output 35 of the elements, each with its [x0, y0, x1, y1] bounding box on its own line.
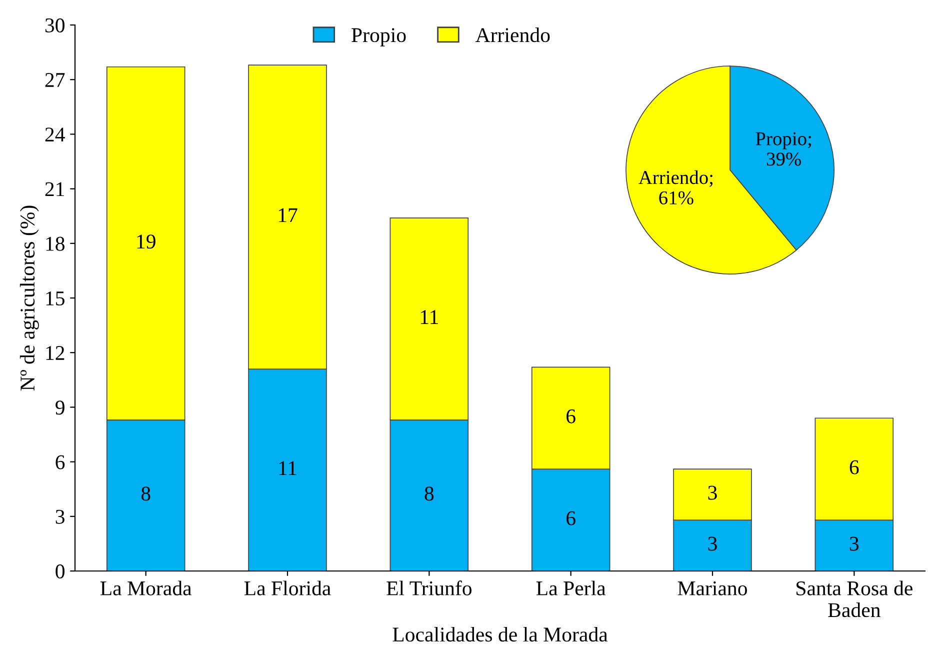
y-tick-label: 15: [46, 291, 64, 306]
y-tick-label: 18: [46, 236, 64, 251]
data-label: 19: [137, 234, 156, 249]
legend-label: Propio: [352, 28, 406, 46]
data-label: 17: [278, 208, 298, 222]
data-label: 11: [279, 461, 296, 475]
legend-label: Arriendo: [476, 27, 550, 42]
x-tick-label: La Florida: [244, 580, 331, 596]
data-label: 6: [850, 460, 859, 474]
y-tick-label: 0: [56, 564, 64, 578]
x-tick-label: El Triunfo: [386, 580, 472, 596]
y-tick-label: 9: [56, 400, 64, 415]
slice-label: Propio; 39%: [756, 132, 811, 166]
x-tick-label: La Morada: [100, 580, 192, 596]
x-tick-label: Santa Rosa de Baden: [796, 580, 912, 618]
y-tick-label: 30: [45, 18, 64, 32]
data-label: 3: [708, 536, 717, 551]
y-tick-label: 24: [45, 128, 65, 142]
y-tick-label: 21: [45, 182, 64, 196]
y-axis-title: Nº de agricultores (%): [20, 206, 39, 391]
data-label: 11: [420, 310, 438, 324]
data-label: 6: [566, 511, 576, 526]
y-tick-label: 12: [46, 346, 64, 360]
slice-label: Arriendo; 61%: [638, 170, 712, 204]
data-label: 8: [424, 486, 434, 501]
y-tick-label: 27: [45, 73, 65, 87]
x-tick-label: Mariano: [678, 581, 747, 596]
data-label: 3: [850, 536, 859, 551]
x-axis-title: Localidades de la Morada: [392, 626, 608, 642]
y-tick-label: 6: [56, 455, 65, 470]
x-tick-label: La Perla: [536, 580, 606, 596]
y-tick-label: 3: [56, 510, 64, 524]
data-label: 6: [566, 409, 576, 424]
data-label: 3: [708, 486, 717, 500]
data-label: 8: [141, 486, 150, 501]
